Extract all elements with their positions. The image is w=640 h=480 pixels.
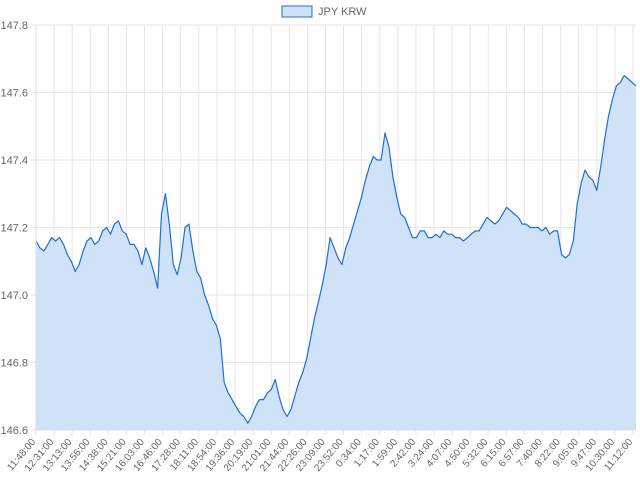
series-line	[35, 75, 637, 424]
y-tick-label: 147.6	[0, 88, 28, 100]
y-tick-label: 146.8	[0, 358, 28, 370]
y-axis: 147.8 147.6 147.4 147.2 147.0 146.8 146.6	[0, 20, 37, 437]
series-area	[35, 75, 637, 430]
y-tick-label: 147.2	[0, 223, 28, 235]
y-tick-label: 147.0	[0, 290, 28, 302]
y-tick-label: 147.4	[0, 155, 28, 167]
legend[interactable]: JPY KRW	[281, 5, 367, 18]
legend-swatch	[281, 5, 313, 18]
y-tick-label: 147.8	[0, 20, 28, 32]
series-area-fill	[36, 75, 636, 430]
x-axis: 11:48:0012:31:0013:13:0013:56:0014:38:00…	[5, 429, 636, 474]
legend-label: JPY KRW	[318, 6, 367, 18]
y-tick-label: 146.6	[0, 425, 28, 437]
